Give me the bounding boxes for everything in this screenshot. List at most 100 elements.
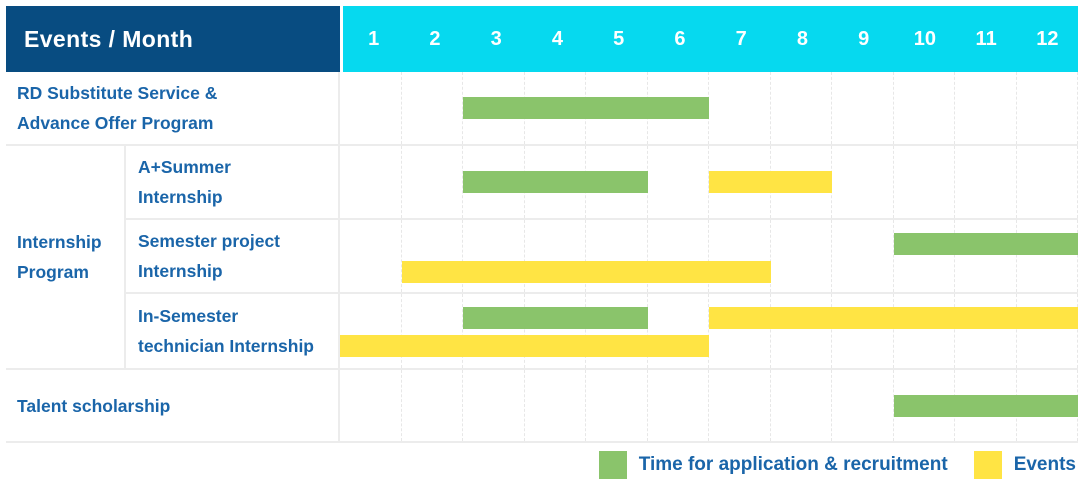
label-line: Program <box>17 262 89 282</box>
row-label: Semester project Internship <box>126 220 340 292</box>
internship-program-group: Internship Program A+Summer Internship Sem… <box>6 146 1078 370</box>
grid-cell <box>894 146 955 218</box>
row-label: In-Semester technician Internship <box>126 294 340 368</box>
legend: Time for application & recruitment Events <box>598 451 1076 479</box>
grid-cell <box>402 72 463 144</box>
label-line: In-Semester <box>138 306 239 326</box>
month-label: 5 <box>613 27 625 50</box>
month-label: 4 <box>551 27 563 50</box>
table-row: Semester project Internship <box>126 220 1078 294</box>
grid-cell <box>832 294 894 368</box>
group-label: Internship Program <box>6 146 126 368</box>
grid-cell <box>1017 294 1078 368</box>
month-label: 12 <box>1036 27 1059 50</box>
grid-cell <box>525 294 586 368</box>
label-line: Internship <box>138 261 223 281</box>
gantt-bar-green <box>463 171 648 193</box>
row-label: A+Summer Internship <box>126 146 340 218</box>
grid-cell <box>463 294 525 368</box>
table-row: Talent scholarship <box>6 370 1078 443</box>
table-row: In-Semester technician Internship <box>126 294 1078 368</box>
legend-item: Time for application & recruitment <box>598 451 948 479</box>
gantt-bar-green <box>893 233 1078 255</box>
grid-cell <box>648 146 709 218</box>
grid-cell <box>340 220 402 292</box>
month-label: 8 <box>796 27 808 50</box>
grid-cell <box>648 220 709 292</box>
grid-cell <box>525 220 586 292</box>
grid-cell <box>955 220 1017 292</box>
label-line: RD Substitute Service & <box>17 83 218 103</box>
grid-cell <box>402 146 463 218</box>
label-line: Talent scholarship <box>17 395 171 416</box>
table-row: A+Summer Internship <box>126 146 1078 220</box>
row-timeline <box>340 220 1078 292</box>
gantt-bar-yellow <box>340 335 709 357</box>
legend-label: Time for application & recruitment <box>638 454 948 475</box>
month-label: 1 <box>368 27 380 50</box>
month-label: 6 <box>674 27 686 50</box>
grid-cell <box>709 294 771 368</box>
grid-cell <box>832 220 894 292</box>
grid-cell <box>771 220 832 292</box>
month-label: 3 <box>490 27 502 50</box>
grid-cell <box>894 294 955 368</box>
grid-cell <box>832 370 894 441</box>
grid-cell <box>525 370 586 441</box>
grid-cell <box>340 146 402 218</box>
gantt-bar-yellow <box>709 171 832 193</box>
gantt-bar-green <box>893 394 1078 417</box>
month-label: 10 <box>913 27 936 50</box>
grid-cell <box>586 370 648 441</box>
gantt-bar-yellow <box>709 307 1078 329</box>
legend-swatch-green <box>598 451 627 479</box>
grid-cell <box>771 370 832 441</box>
row-timeline <box>340 294 1078 368</box>
gantt-bar-yellow <box>401 261 771 283</box>
grid-cell <box>709 370 771 441</box>
row-timeline <box>340 72 1078 144</box>
month-label: 11 <box>975 27 997 50</box>
grid-cell <box>340 294 402 368</box>
grid-cell <box>894 72 955 144</box>
grid-cell <box>832 72 894 144</box>
grid-cell <box>340 72 402 144</box>
label-line: Advance Offer Program <box>17 113 214 133</box>
label-line: A+Summer <box>138 157 231 177</box>
grid-cell <box>340 370 402 441</box>
grid-cell <box>402 294 463 368</box>
grid-cell <box>648 370 709 441</box>
row-timeline <box>340 146 1078 218</box>
grid-cell <box>648 294 709 368</box>
grid-cell <box>894 220 955 292</box>
grid-cell <box>709 72 771 144</box>
group-rows: A+Summer Internship Semester project Inter… <box>126 146 1078 368</box>
table-header-row: Events / Month 1 2 3 4 5 6 7 8 9 10 11 12 <box>6 6 1078 72</box>
grid-cell <box>1017 72 1078 144</box>
table-row: RD Substitute Service & Advance Offer Pro… <box>6 72 1078 146</box>
month-label: 7 <box>735 27 747 50</box>
gantt-bar-green <box>463 97 709 119</box>
grid-cell <box>463 220 525 292</box>
grid-cell <box>771 72 832 144</box>
grid-cell <box>586 220 648 292</box>
grid-cell <box>832 146 894 218</box>
grid-cell <box>955 72 1017 144</box>
grid-cell <box>402 370 463 441</box>
legend-swatch-yellow <box>973 451 1002 479</box>
month-header-row: 1 2 3 4 5 6 7 8 9 10 11 12 <box>340 6 1078 72</box>
grid-cell <box>955 294 1017 368</box>
grid-cell <box>771 294 832 368</box>
grid-cell <box>955 146 1017 218</box>
grid-cell <box>1017 220 1078 292</box>
label-line: Internship <box>138 187 223 207</box>
month-label: 9 <box>858 27 870 50</box>
legend-item: Events <box>973 451 1076 479</box>
row-label: Talent scholarship <box>6 370 340 441</box>
gantt-bar-green <box>463 307 648 329</box>
row-timeline <box>340 370 1078 441</box>
table-title: Events / Month <box>6 6 340 72</box>
label-line: Semester project <box>138 231 281 251</box>
grid-cell <box>709 220 771 292</box>
grid-cell <box>402 220 463 292</box>
